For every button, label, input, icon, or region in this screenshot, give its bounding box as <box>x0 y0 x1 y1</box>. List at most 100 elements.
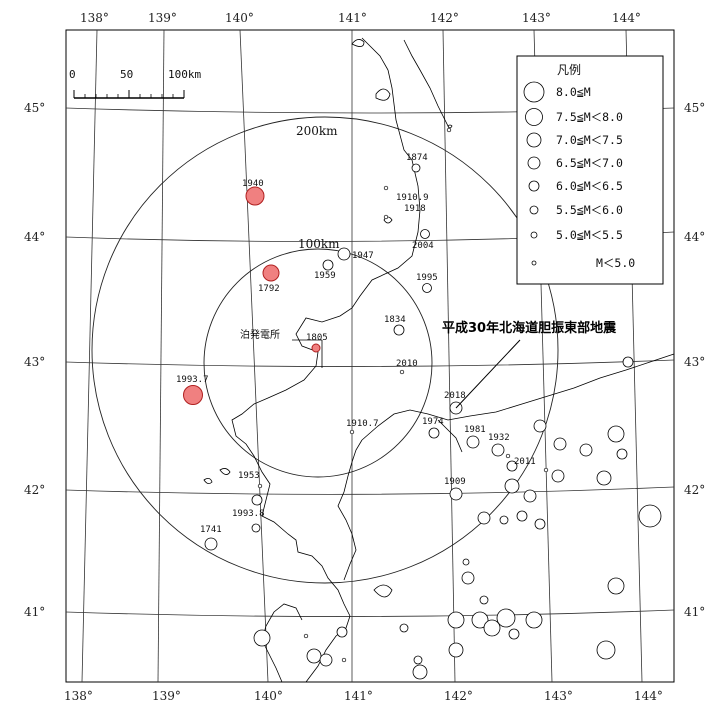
event-circle <box>399 623 409 633</box>
event-dot <box>446 127 452 133</box>
legend-title: 凡例 <box>557 63 581 77</box>
year-label: 1805 <box>306 333 328 343</box>
event-dot <box>349 429 355 435</box>
event-circle <box>428 427 440 439</box>
ring-200km <box>91 116 559 584</box>
lon-label-bottom: 142° <box>444 689 473 703</box>
coastline <box>203 37 675 683</box>
small-events <box>257 127 549 663</box>
lon-label-bottom: 139° <box>152 689 181 703</box>
legend-label: 8.0≦M <box>556 85 591 99</box>
event-circle <box>607 425 625 443</box>
event-circle-1940 <box>245 186 265 206</box>
year-label: 1874 <box>406 153 428 163</box>
event-circle <box>337 247 351 261</box>
scale-bar-zero: 0 <box>69 68 76 81</box>
longitude-labels-top: 138° 139° 140° 141° 142° 143° 144° <box>80 11 641 25</box>
year-label: 1910.9 <box>396 193 429 203</box>
main-event-leader <box>455 339 521 409</box>
lon-label-bottom: 144° <box>634 689 663 703</box>
main-event-label: 平成30年北海道胆振東部地震 <box>442 320 617 336</box>
lon-label-top: 144° <box>612 11 641 25</box>
longitude-labels-bottom: 138° 139° 140° 141° 142° 143° 144° <box>64 689 663 703</box>
event-circle <box>449 487 463 501</box>
year-label: 1741 <box>200 525 222 535</box>
event-circle <box>466 435 480 449</box>
legend-circle-7-0 <box>526 132 542 148</box>
event-circle <box>251 523 261 533</box>
event-circle <box>462 558 470 566</box>
year-label: 1993.7 <box>176 375 209 385</box>
event-circles <box>204 163 662 680</box>
lon-label-top: 143° <box>522 11 551 25</box>
lat-label-left: 42° <box>24 483 45 497</box>
year-label: 1974 <box>422 417 444 427</box>
lon-label-bottom: 141° <box>344 689 373 703</box>
legend: 凡例 8.0≦M 7.5≦M＜8.0 7.0≦M＜7.5 6.5≦M＜7.0 6… <box>516 55 664 285</box>
event-circle <box>448 642 464 658</box>
event-dot <box>383 185 389 191</box>
event-circle <box>483 619 501 637</box>
event-circle <box>533 419 547 433</box>
event-circle <box>204 537 218 551</box>
scale-bar-mid: 50 <box>120 68 133 81</box>
year-label: 1910.7 <box>346 419 379 429</box>
legend-label: 7.5≦M＜8.0 <box>556 110 623 124</box>
event-circle <box>508 628 520 640</box>
event-circle <box>251 494 263 506</box>
lat-label-right: 42° <box>684 483 705 497</box>
lon-label-top: 139° <box>148 11 177 25</box>
event-circle <box>534 518 546 530</box>
event-circle <box>579 443 593 457</box>
event-circle <box>420 229 430 239</box>
lat-label-left: 41° <box>24 605 45 619</box>
legend-label: 7.0≦M＜7.5 <box>556 133 623 147</box>
ring-200km-label: 200km <box>296 124 338 138</box>
lat-label-left: 45° <box>24 101 45 115</box>
legend-circle-7-5 <box>525 108 543 126</box>
event-circle <box>253 629 271 647</box>
legend-circle-8-0 <box>523 81 545 103</box>
event-circle <box>504 478 520 494</box>
year-label: 2004 <box>412 241 434 251</box>
event-circle-1805 <box>311 343 321 353</box>
event-dot <box>303 633 309 639</box>
event-circle <box>496 608 516 628</box>
year-label: 1792 <box>258 284 280 294</box>
power-plant-label: 泊発電所 <box>240 328 280 341</box>
event-circle <box>616 448 628 460</box>
lon-label-bottom: 138° <box>64 689 93 703</box>
lon-label-top: 142° <box>430 11 459 25</box>
event-circle <box>322 259 334 271</box>
legend-circle-6-0 <box>528 180 540 192</box>
year-label: 1947 <box>352 251 374 261</box>
event-dot <box>543 467 549 473</box>
year-label: 1834 <box>384 315 406 325</box>
latitude-labels-left: 41° 42° 43° 44° 45° <box>24 101 45 619</box>
event-circle <box>471 611 489 629</box>
year-label: 1940 <box>242 179 264 189</box>
legend-label: 5.0≦M＜5.5 <box>556 228 623 242</box>
event-dot <box>383 214 389 220</box>
event-circle <box>447 611 465 629</box>
legend-circle-5-5 <box>529 205 539 215</box>
event-circle <box>551 469 565 483</box>
event-circle <box>306 648 322 664</box>
event-circle <box>607 577 625 595</box>
legend-label: 6.0≦M＜6.5 <box>556 179 623 193</box>
year-label: 1909 <box>444 477 466 487</box>
event-circle <box>525 611 543 629</box>
year-label: 1953 <box>238 471 260 481</box>
year-label: 2010 <box>396 359 418 369</box>
year-label: 1959 <box>314 271 336 281</box>
event-circle <box>422 283 432 293</box>
event-circle <box>638 504 662 528</box>
lat-label-left: 44° <box>24 230 45 244</box>
lon-label-top: 140° <box>225 11 254 25</box>
event-dot <box>257 483 263 489</box>
scale-bar-end: 100km <box>168 68 201 81</box>
lon-label-bottom: 140° <box>254 689 283 703</box>
event-dot <box>399 369 405 375</box>
ring-100km-label: 100km <box>298 237 340 251</box>
